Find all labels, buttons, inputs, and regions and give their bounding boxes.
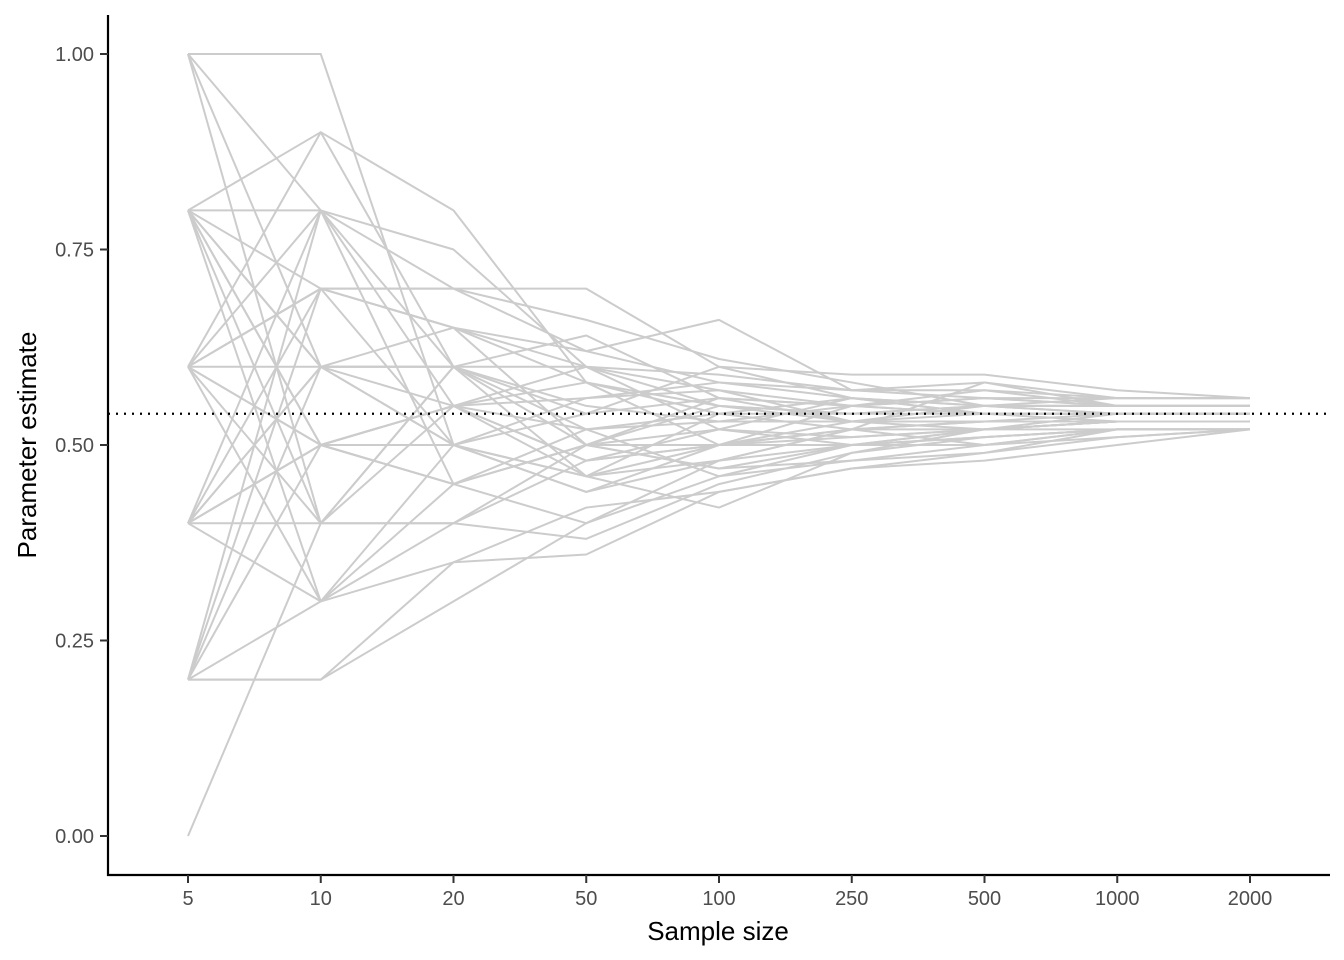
x-tick-label: 500 <box>968 888 1001 910</box>
series-line-34 <box>187 365 1251 524</box>
series-line-30 <box>188 428 1251 681</box>
y-tick-label: 0.00 <box>55 826 94 848</box>
x-tick-label: 10 <box>310 888 332 910</box>
x-tick-label: 1000 <box>1095 888 1140 910</box>
series-line-37 <box>187 209 1250 446</box>
x-tick-label: 20 <box>442 888 464 910</box>
y-tick-label: 0.50 <box>55 435 94 457</box>
y-tick-label: 1.00 <box>55 44 94 66</box>
series-line-20 <box>187 326 1250 524</box>
x-tick-label: 5 <box>182 888 193 910</box>
x-tick-label: 2000 <box>1228 888 1273 910</box>
x-tick-label: 250 <box>835 888 868 910</box>
series-line-27 <box>187 404 1250 681</box>
series-line-18 <box>187 131 1250 407</box>
series-line-35 <box>187 209 1250 446</box>
series-line-33 <box>187 287 1251 446</box>
y-tick-label: 0.75 <box>55 240 94 262</box>
ticks-layer: 0.00 0.25 0.50 0.75 1.00 5 10 20 50 100 250 500 1000… <box>55 44 1272 910</box>
series-line-36 <box>187 365 1250 486</box>
y-tick-label: 0.25 <box>55 631 94 653</box>
x-tick-label: 100 <box>702 888 735 910</box>
series-line-40 <box>187 412 1250 525</box>
series-line-25 <box>188 428 1251 681</box>
x-axis-title: Sample size <box>647 916 789 946</box>
series-line-12 <box>187 209 1250 400</box>
series-line-8 <box>187 209 1250 493</box>
series-line-13 <box>187 287 1250 407</box>
x-tick-label: 50 <box>575 888 597 910</box>
y-axis-title: Parameter estimate <box>12 332 42 559</box>
series-line-7 <box>187 209 1250 407</box>
series-line-23 <box>187 428 1250 603</box>
series-layer <box>187 53 1251 837</box>
series-line-32 <box>187 209 1250 680</box>
